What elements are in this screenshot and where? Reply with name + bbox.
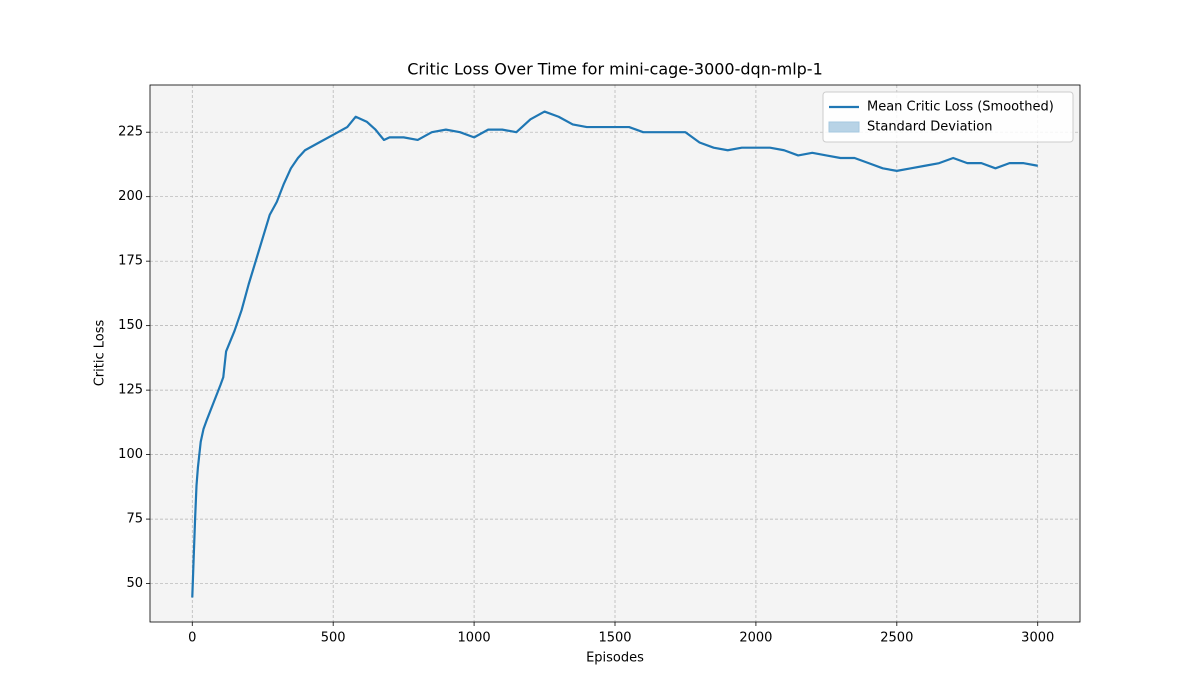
legend: Mean Critic Loss (Smoothed) Standard Devi… xyxy=(822,91,1074,143)
plot: 0 500 1000 1500 2000 2500 3000 50 75 100 125 150 175… xyxy=(118,85,1080,646)
x-tick-label: 500 xyxy=(321,631,346,646)
y-tick-label: 225 xyxy=(118,125,143,140)
y-tick-label: 125 xyxy=(118,383,143,398)
legend-swatch xyxy=(828,121,860,133)
legend-box xyxy=(822,91,1074,143)
x-tick-label: 1500 xyxy=(598,631,631,646)
plot-frame xyxy=(149,84,1081,623)
y-tick-label: 100 xyxy=(118,447,143,462)
legend-label: Mean Critic Loss (Smoothed) xyxy=(867,100,1054,115)
legend-label: Standard Deviation xyxy=(867,120,992,135)
x-axis-label: Episodes xyxy=(586,651,644,666)
y-tick-label: 200 xyxy=(118,189,143,204)
y-tick-label: 150 xyxy=(118,318,143,333)
y-axis-label: Critic Loss xyxy=(93,320,108,387)
line-series xyxy=(191,110,1038,598)
x-tick-label: 0 xyxy=(188,631,196,646)
y-tick-label: 175 xyxy=(118,254,143,269)
x-tick-label: 2500 xyxy=(880,631,913,646)
x-tick-label: 3000 xyxy=(1021,631,1054,646)
x-tick-label: 1000 xyxy=(458,631,491,646)
x-tick-label: 2000 xyxy=(739,631,772,646)
chart-title: Critic Loss Over Time for mini-cage-3000… xyxy=(407,60,823,79)
y-tick-label: 50 xyxy=(126,576,143,591)
y-tick-label: 75 xyxy=(126,512,143,527)
